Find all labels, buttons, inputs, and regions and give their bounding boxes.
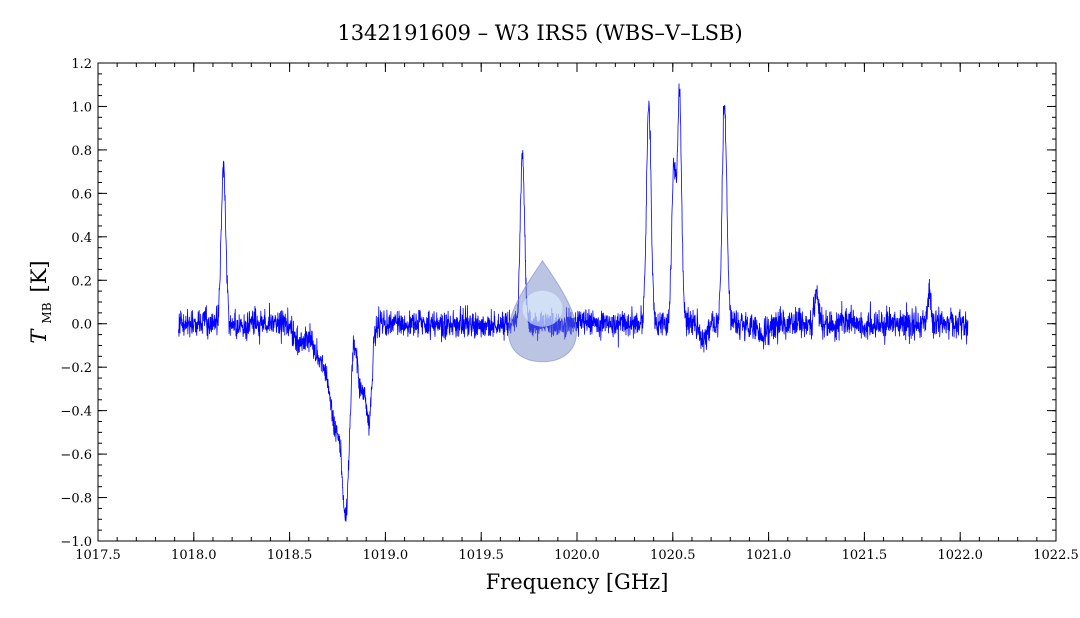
y-tick-label: −0.2 [60, 361, 92, 376]
axis-ticks [97, 62, 1057, 542]
y-tick-label: −0.4 [60, 405, 92, 420]
y-tick-label: 1.0 [71, 100, 92, 115]
y-axis-label-sub: MB [40, 302, 54, 323]
y-axis-label-main: T [27, 328, 51, 344]
droplet-watermark-icon [508, 259, 578, 363]
svg-text:T MB [K]: T MB [K] [27, 260, 55, 343]
x-tick-label: 1019.0 [363, 548, 409, 563]
y-axis-label: T MB [K] [27, 260, 55, 343]
y-tick-label: −0.6 [60, 448, 92, 463]
y-tick-label: 0.2 [71, 274, 92, 289]
x-axis-label: Frequency [GHz] [486, 570, 669, 594]
y-tick-label: 0.0 [71, 318, 92, 333]
y-axis-label-unit: [K] [27, 260, 51, 292]
x-tick-label: 1020.0 [554, 548, 600, 563]
y-tick-labels: −1.0 −0.8 −0.6 −0.4 −0.2 0.0 0.2 0.4 0.6 0.8 1.0 1.… [60, 57, 92, 550]
chart-title: 1342191609 – W3 IRS5 (WBS–V–LSB) [337, 21, 742, 45]
x-tick-label: 1021.5 [842, 548, 888, 563]
x-tick-label: 1017.5 [75, 548, 121, 563]
x-tick-labels: 1017.5 1018.0 1018.5 1019.0 1019.5 1020.0 1020… [75, 548, 1079, 563]
plot-frame [97, 62, 1057, 542]
plot-area: 1017.5 1018.0 1018.5 1019.0 1019.5 1020.0 1020… [60, 57, 1078, 563]
x-tick-label: 1019.5 [458, 548, 504, 563]
y-tick-label: 0.4 [71, 231, 92, 246]
y-tick-label: −1.0 [60, 535, 92, 550]
x-tick-label: 1022.5 [1033, 548, 1079, 563]
y-tick-label: 1.2 [71, 57, 92, 72]
spectrum-line [178, 83, 969, 522]
x-tick-label: 1018.0 [171, 548, 217, 563]
y-tick-label: 0.8 [71, 144, 92, 159]
y-tick-label: −0.8 [60, 492, 92, 507]
x-tick-label: 1022.0 [937, 548, 983, 563]
x-tick-label: 1020.5 [650, 548, 696, 563]
x-tick-label: 1018.5 [267, 548, 313, 563]
x-tick-label: 1021.0 [746, 548, 792, 563]
droplet-highlight [522, 290, 563, 327]
y-tick-label: 0.6 [71, 187, 92, 202]
